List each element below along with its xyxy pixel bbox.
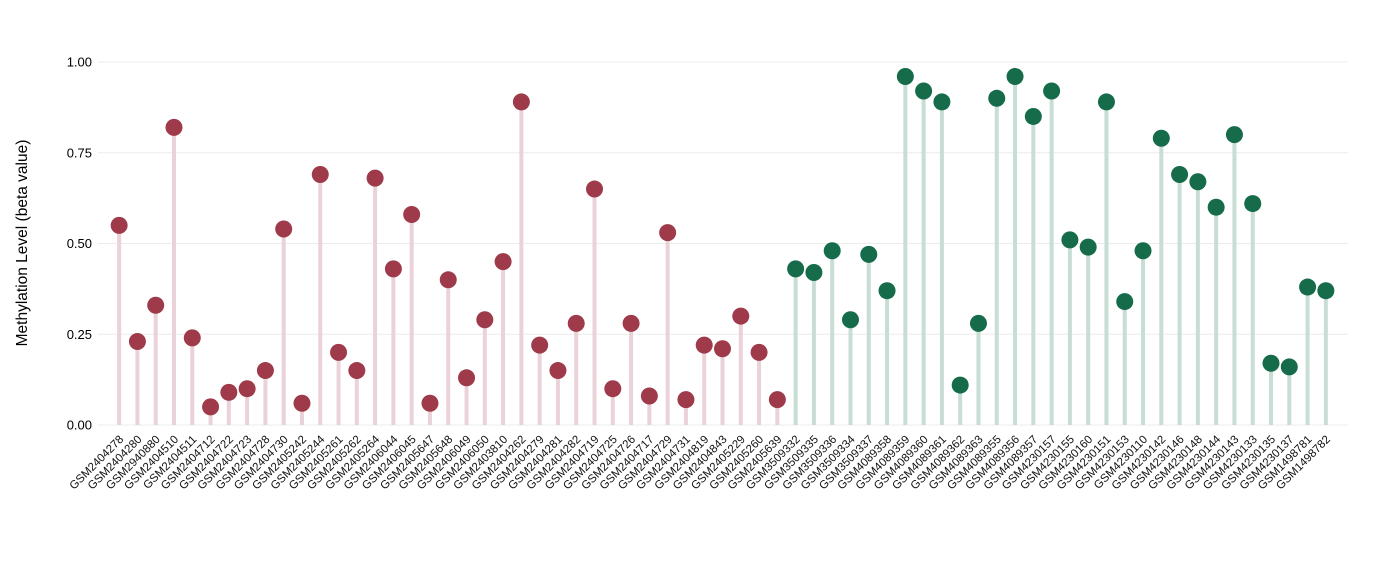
data-point [458, 369, 476, 387]
data-point [915, 82, 933, 100]
data-point [823, 242, 841, 260]
data-point [531, 336, 549, 354]
data-point [128, 333, 146, 351]
y-axis-tick-label: 1.00 [67, 55, 92, 70]
data-point [183, 329, 201, 347]
data-point [841, 311, 859, 329]
data-point [1189, 173, 1207, 191]
data-point [494, 253, 512, 271]
data-point [165, 118, 183, 136]
data-point [622, 314, 640, 332]
y-axis-tick-label: 0.50 [67, 236, 92, 251]
data-point [439, 271, 457, 289]
data-point [768, 391, 786, 409]
y-axis-tick-label: 0.75 [67, 145, 92, 160]
data-point [1207, 198, 1225, 216]
y-axis-title: Methylation Level (beta value) [14, 140, 31, 347]
data-point [659, 224, 677, 242]
data-point [732, 307, 750, 325]
data-point [640, 387, 658, 405]
data-point [1043, 82, 1061, 100]
data-point [878, 282, 896, 300]
data-point [147, 296, 165, 314]
data-point [1280, 358, 1298, 376]
data-point [110, 216, 128, 234]
data-point [1171, 166, 1189, 184]
gridlines [98, 61, 1348, 426]
data-point [951, 376, 969, 394]
data-point [586, 180, 604, 198]
data-point [238, 380, 256, 398]
data-point [567, 314, 585, 332]
data-point [677, 391, 695, 409]
data-point [1244, 195, 1262, 213]
data-point [787, 260, 805, 278]
data-point [348, 362, 366, 380]
data-point [1079, 238, 1097, 256]
data-point [896, 68, 914, 86]
data-point [750, 343, 768, 361]
data-point [860, 245, 878, 263]
x-axis-tick-labels: GSM2404278GSM2404280GSM2940880GSM2404510… [68, 433, 1333, 492]
data-point [275, 220, 293, 238]
data-point [421, 394, 439, 412]
data-point [1097, 93, 1115, 111]
data-point [969, 314, 987, 332]
data-point [1152, 129, 1170, 147]
data-point [311, 166, 329, 184]
data-point [604, 380, 622, 398]
data-point [220, 383, 238, 401]
y-axis-tick-label: 0.00 [67, 418, 92, 433]
data-point [1006, 68, 1024, 86]
data-point [1225, 126, 1243, 144]
y-axis-tick-label: 0.25 [67, 327, 92, 342]
data-point [695, 336, 713, 354]
y-axis-tick-labels: 0.00 0.25 0.50 0.75 1.00 [67, 55, 92, 433]
data-point [476, 311, 494, 329]
data-point [988, 89, 1006, 107]
data-point [1262, 354, 1280, 372]
data-point [714, 340, 731, 358]
data-point [330, 343, 348, 361]
data-point [403, 205, 421, 223]
data-point [293, 394, 311, 412]
data-point [384, 260, 402, 278]
data-point [1116, 293, 1134, 311]
data-point [202, 398, 220, 416]
data-point [366, 169, 384, 187]
data-point [933, 93, 951, 111]
data-point [1134, 242, 1152, 260]
data-point [512, 93, 530, 111]
data-point [1024, 107, 1042, 125]
data-point [805, 264, 823, 282]
data-point [1317, 282, 1335, 300]
data-point [1061, 231, 1079, 249]
data-point [256, 362, 274, 380]
lollipop-dots [110, 68, 1335, 416]
data-point [1299, 278, 1317, 296]
data-point [549, 362, 567, 380]
